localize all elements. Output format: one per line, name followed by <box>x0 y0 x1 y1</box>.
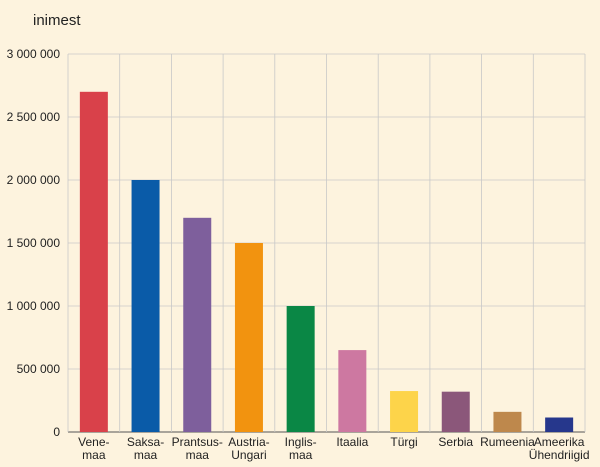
y-tick-label: 2 000 000 <box>7 173 61 187</box>
bar <box>286 306 315 432</box>
x-category-label: Ameerika Ühendriigid <box>529 435 590 462</box>
bar <box>234 243 263 432</box>
y-tick-label: 0 <box>53 425 60 439</box>
x-category-label: Türgi <box>390 435 417 449</box>
y-tick-label: 2 500 000 <box>7 110 61 124</box>
y-tick-label: 1 500 000 <box>7 236 61 250</box>
x-axis-category-labels: Vene-maa Saksa-maa Prantsus-maaAustria-Ung… <box>78 435 589 462</box>
bar <box>338 350 367 432</box>
bar <box>441 391 470 432</box>
bar <box>493 411 522 432</box>
x-category-label: Rumeenia <box>480 435 535 449</box>
x-category-label: Vene-maa <box>78 435 109 462</box>
y-tick-label: 1 000 000 <box>7 299 61 313</box>
y-axis-unit-label: inimest <box>33 12 81 29</box>
bar <box>183 217 212 432</box>
bar <box>79 91 108 433</box>
x-category-label: Saksa-maa <box>127 435 164 462</box>
y-tick-label: 500 000 <box>17 362 61 376</box>
bar <box>390 391 419 432</box>
x-category-label: Prantsus-maa <box>172 435 223 462</box>
y-axis-tick-labels: 0 500 000 1 000 000 1 500 000 2 000 000 2 500… <box>7 47 61 439</box>
bar <box>545 417 574 432</box>
x-category-label: Inglis-maa <box>285 435 317 462</box>
x-category-label: Itaalia <box>336 435 368 449</box>
y-tick-label: 3 000 000 <box>7 47 61 61</box>
bars <box>79 91 574 433</box>
x-category-label: Austria-Ungari <box>228 435 269 462</box>
x-category-label: Serbia <box>438 435 473 449</box>
bar <box>131 180 160 432</box>
